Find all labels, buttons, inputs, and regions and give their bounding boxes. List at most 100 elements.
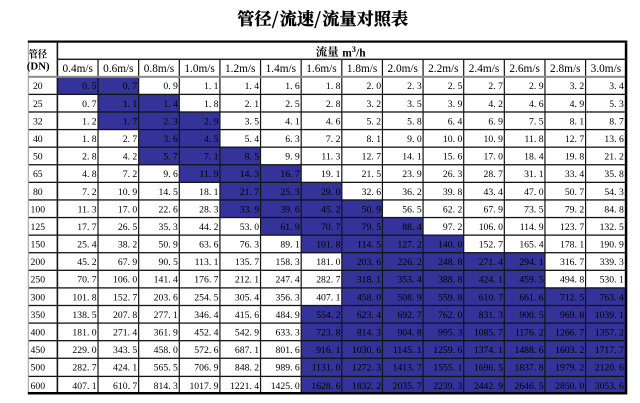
svg-text:3. 6: 3. 6 [163, 134, 178, 145]
svg-text:36. 2: 36. 2 [402, 187, 422, 198]
svg-text:67. 9: 67. 9 [118, 257, 138, 268]
svg-text:141. 4: 141. 4 [154, 275, 178, 286]
svg-text:50: 50 [33, 152, 43, 163]
svg-text:70. 7: 70. 7 [321, 222, 341, 233]
svg-text:554. 2: 554. 2 [316, 310, 340, 321]
svg-text:89. 1: 89. 1 [280, 240, 300, 251]
svg-text:2.2m/s: 2.2m/s [428, 63, 458, 75]
svg-text:494. 8: 494. 8 [560, 275, 584, 286]
svg-text:2239. 3: 2239. 3 [433, 381, 462, 392]
svg-text:17. 0: 17. 0 [484, 152, 504, 163]
svg-text:26. 3: 26. 3 [443, 169, 463, 180]
svg-text:1085. 7: 1085. 7 [474, 327, 503, 338]
svg-text:8. 1: 8. 1 [367, 134, 382, 145]
svg-text:1837. 8: 1837. 8 [514, 363, 543, 374]
svg-text:1. 8: 1. 8 [326, 81, 341, 92]
svg-text:2. 7: 2. 7 [488, 81, 503, 92]
svg-text:1717. 7: 1717. 7 [595, 345, 624, 356]
svg-text:2.6m/s: 2.6m/s [509, 63, 539, 75]
svg-text:356. 3: 356. 3 [276, 292, 300, 303]
svg-text:5. 8: 5. 8 [407, 116, 422, 127]
svg-text:1.4m/s: 1.4m/s [266, 63, 296, 75]
svg-text:633. 3: 633. 3 [276, 327, 300, 338]
svg-text:14. 1: 14. 1 [402, 152, 422, 163]
svg-text:22. 6: 22. 6 [159, 204, 179, 215]
svg-text:1357. 2: 1357. 2 [595, 327, 624, 338]
svg-text:1488. 6: 1488. 6 [514, 345, 543, 356]
svg-text:542. 9: 542. 9 [235, 327, 259, 338]
svg-text:65: 65 [33, 169, 43, 180]
svg-text:181. 0: 181. 0 [72, 327, 96, 338]
svg-text:1374. 1: 1374. 1 [474, 345, 503, 356]
svg-text:661. 6: 661. 6 [519, 292, 543, 303]
svg-text:1. 4: 1. 4 [245, 81, 260, 92]
svg-text:254. 5: 254. 5 [194, 292, 218, 303]
svg-text:28. 3: 28. 3 [199, 204, 219, 215]
svg-text:2.8m/s: 2.8m/s [550, 63, 580, 75]
svg-text:190. 9: 190. 9 [600, 240, 624, 251]
svg-text:3. 5: 3. 5 [407, 99, 422, 110]
svg-text:559. 8: 559. 8 [438, 292, 462, 303]
svg-text:88. 4: 88. 4 [402, 222, 422, 233]
svg-text:1979. 2: 1979. 2 [555, 363, 584, 374]
svg-text:15. 6: 15. 6 [443, 152, 463, 163]
svg-text:135. 7: 135. 7 [235, 257, 259, 268]
svg-text:2. 9: 2. 9 [204, 116, 219, 127]
svg-text:80: 80 [33, 187, 43, 198]
svg-text:106. 0: 106. 0 [113, 275, 137, 286]
svg-text:916. 1: 916. 1 [316, 345, 340, 356]
svg-text:400: 400 [31, 327, 46, 338]
svg-text:1. 8: 1. 8 [82, 134, 97, 145]
svg-text:801. 6: 801. 6 [276, 345, 300, 356]
svg-text:2120. 6: 2120. 6 [595, 363, 624, 374]
svg-text:0.8m/s: 0.8m/s [144, 63, 174, 75]
svg-text:687. 1: 687. 1 [235, 345, 259, 356]
svg-text:90. 5: 90. 5 [159, 257, 179, 268]
svg-text:113. 1: 113. 1 [195, 257, 219, 268]
svg-text:38. 2: 38. 2 [118, 240, 138, 251]
svg-text:831. 3: 831. 3 [479, 310, 503, 321]
svg-text:388. 8: 388. 8 [438, 275, 462, 286]
svg-text:1603. 2: 1603. 2 [555, 345, 584, 356]
svg-text:7. 2: 7. 2 [123, 169, 138, 180]
svg-text:2.4m/s: 2.4m/s [469, 63, 499, 75]
svg-text:23. 9: 23. 9 [402, 169, 422, 180]
svg-text:21. 5: 21. 5 [362, 169, 382, 180]
svg-text:44. 2: 44. 2 [199, 222, 219, 233]
svg-text:424. 1: 424. 1 [113, 363, 137, 374]
svg-text:0. 9: 0. 9 [163, 81, 178, 92]
svg-text:6. 4: 6. 4 [448, 116, 463, 127]
svg-text:294. 1: 294. 1 [519, 257, 543, 268]
svg-text:706. 9: 706. 9 [194, 363, 218, 374]
svg-text:10. 9: 10. 9 [118, 187, 138, 198]
svg-text:12. 7: 12. 7 [565, 134, 585, 145]
svg-text:132. 5: 132. 5 [600, 222, 624, 233]
svg-text:6. 3: 6. 3 [285, 134, 300, 145]
svg-text:3053. 6: 3053. 6 [595, 381, 624, 392]
svg-text:35. 3: 35. 3 [159, 222, 179, 233]
svg-text:814. 3: 814. 3 [357, 327, 381, 338]
svg-text:4. 6: 4. 6 [326, 116, 341, 127]
svg-text:125: 125 [31, 222, 46, 233]
svg-text:3. 4: 3. 4 [609, 81, 624, 92]
svg-text:450: 450 [31, 345, 46, 356]
svg-text:1628. 6: 1628. 6 [311, 381, 340, 392]
svg-text:7. 2: 7. 2 [82, 187, 97, 198]
svg-text:904. 8: 904. 8 [397, 327, 421, 338]
svg-text:100: 100 [31, 204, 46, 215]
svg-text:989. 6: 989. 6 [276, 363, 300, 374]
svg-text:7. 5: 7. 5 [529, 116, 544, 127]
svg-text:1259. 6: 1259. 6 [433, 345, 462, 356]
svg-text:21. 7: 21. 7 [240, 187, 260, 198]
svg-text:14. 3: 14. 3 [240, 169, 260, 180]
svg-text:35. 8: 35. 8 [604, 169, 624, 180]
svg-text:152. 7: 152. 7 [113, 292, 137, 303]
svg-text:31. 1: 31. 1 [524, 169, 544, 180]
svg-text:610. 7: 610. 7 [113, 381, 137, 392]
svg-text:47. 0: 47. 0 [524, 187, 544, 198]
svg-text:10. 0: 10. 0 [443, 134, 463, 145]
svg-text:(DN): (DN) [27, 60, 50, 72]
svg-text:458. 0: 458. 0 [357, 292, 381, 303]
svg-text:1.2m/s: 1.2m/s [225, 63, 255, 75]
svg-text:2. 8: 2. 8 [82, 152, 97, 163]
